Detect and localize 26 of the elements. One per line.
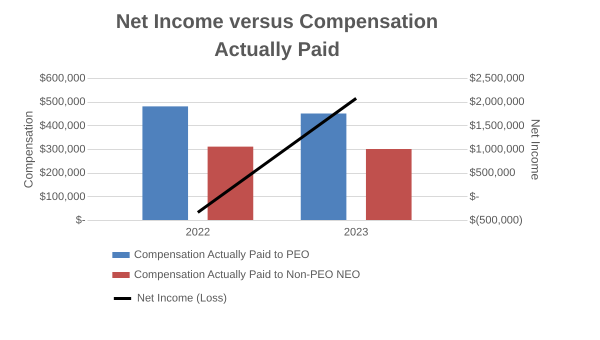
bar xyxy=(142,106,188,220)
bar xyxy=(366,149,412,220)
bar xyxy=(300,114,346,220)
legend-label: Compensation Actually Paid to PEO xyxy=(134,249,310,261)
y2-axis-title: Net Income xyxy=(528,118,543,181)
bar xyxy=(208,146,254,220)
x-tick-label: 2023 xyxy=(344,226,368,238)
y-tick-label: $600,000 xyxy=(40,72,86,84)
y2-tick-label: $1,500,000 xyxy=(470,120,525,132)
x-tick-label: 2022 xyxy=(186,226,210,238)
y-tick-label: $500,000 xyxy=(40,96,86,108)
y-tick-label: $400,000 xyxy=(40,120,86,132)
y2-tick-label: $- xyxy=(470,190,480,203)
y2-tick-label: $2,000,000 xyxy=(470,96,525,108)
y2-tick-label: $500,000 xyxy=(470,167,516,180)
chart-title: Net Income versus Compensation Actually Paid xyxy=(116,11,438,61)
y2-tick-label: $1,000,000 xyxy=(470,144,525,156)
y2-tick-label: $2,500,000 xyxy=(470,72,525,84)
y-tick-label: $300,000 xyxy=(40,144,86,156)
y-axis-title: Compensation xyxy=(22,110,36,188)
y2-tick-label: $(500,000) xyxy=(470,214,523,226)
y-tick-label: $200,000 xyxy=(40,167,86,180)
legend-label: Compensation Actually Paid to Non-PEO NEO xyxy=(134,269,361,281)
y-tick-label: $100,000 xyxy=(40,190,86,203)
legend-label: Net Income (Loss) xyxy=(137,292,227,304)
y-tick-label: $- xyxy=(76,214,86,226)
